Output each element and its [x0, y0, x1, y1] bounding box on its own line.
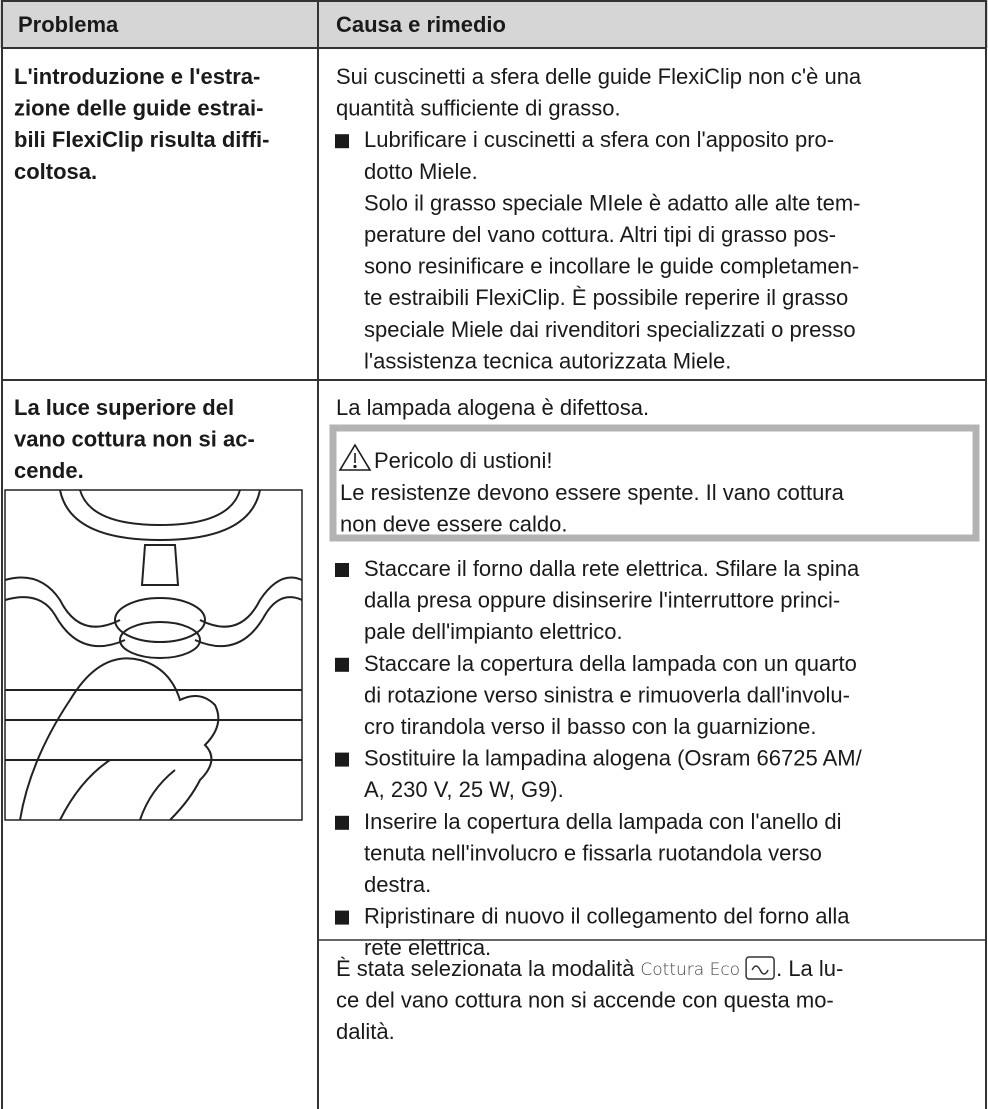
mode-icon — [745, 956, 775, 980]
bullet-text: speciale Miele dai rivenditori specializ… — [364, 317, 856, 342]
bullet-text: destra. — [364, 872, 431, 897]
problem-text: vano cottura non si ac- — [14, 427, 255, 452]
bullet — [335, 134, 349, 149]
bullet-text: Ripristinare di nuovo il collegamento de… — [364, 904, 850, 929]
bullet-text: di rotazione verso sinistra e rimuoverla… — [364, 682, 850, 707]
bullet-text: perature del vano cottura. Altri tipi di… — [364, 222, 836, 247]
bullet-text: pale dell'impianto elettrico. — [364, 619, 623, 644]
bullet-text: A, 230 V, 25 W, G9). — [364, 777, 564, 802]
warning-text: Le resistenze devono essere spente. Il v… — [340, 480, 845, 505]
bullet-text: dotto Miele. — [364, 159, 478, 184]
warning-title: Pericolo di ustioni! — [374, 448, 553, 473]
bullet — [335, 910, 349, 925]
cause-text: È stata selezionata la modalità — [336, 956, 635, 981]
bullet-text: rete elettrica. — [364, 935, 491, 960]
bullet — [335, 752, 349, 767]
warning-icon — [338, 443, 372, 471]
header-cell: Causa e rimedio — [336, 12, 506, 37]
cause-text: ce del vano cottura non si accende con q… — [336, 988, 834, 1013]
warning-box — [329, 424, 980, 542]
problem-text: La luce superiore del — [14, 395, 234, 420]
header-cell: Problema — [18, 12, 119, 37]
cause-text: Sui cuscinetti a sfera delle guide Flexi… — [336, 64, 862, 89]
problem-text: L'introduzione e l'estra- — [14, 64, 260, 89]
bullet-text: tenuta nell'involucro e fissarla ruotand… — [364, 840, 822, 865]
bullet — [335, 563, 349, 577]
illustration — [4, 489, 303, 821]
bullet-text: dalla presa oppure disinserire l'interru… — [364, 588, 840, 613]
problem-text: cende. — [14, 458, 84, 483]
problem-text: bili FlexiClip risulta diffi- — [14, 127, 269, 152]
cause-text: dalità. — [336, 1019, 395, 1044]
bullet-text: Staccare la copertura della lampada con … — [364, 651, 857, 676]
mode-name: Cottura Eco — [640, 960, 740, 980]
bullet — [335, 815, 349, 830]
cause-text: La lampada alogena è difettosa. — [336, 395, 649, 420]
warning-text: non deve essere caldo. — [340, 512, 568, 537]
bullet-text: Solo il grasso speciale MIele è adatto a… — [364, 190, 860, 215]
problem-text: coltosa. — [14, 159, 97, 184]
problem-text: zione delle guide estrai- — [14, 96, 263, 121]
bullet-text: Staccare il forno dalla rete elettrica. … — [364, 556, 860, 581]
cause-text: . La lu- — [776, 956, 843, 981]
bullet-text: Sostituire la lampadina alogena (Osram 6… — [364, 746, 863, 771]
bullet-text: te estraibili FlexiClip. È possibile rep… — [364, 285, 848, 310]
bullet-text: sono resinificare e incollare le guide c… — [364, 254, 859, 279]
bullet — [335, 657, 349, 672]
header-background — [0, 0, 988, 48]
cause-text: quantità sufficiente di grasso. — [336, 96, 621, 121]
bullet-text: l'assistenza tecnica autorizzata Miele. — [364, 348, 731, 373]
mode-icon — [751, 965, 769, 975]
bullet-text: cro tirandola verso il basso con la guar… — [364, 714, 816, 739]
bullet-text: Inserire la copertura della lampada con … — [364, 809, 841, 834]
bullet-text: Lubrificare i cuscinetti a sfera con l'a… — [364, 127, 834, 152]
